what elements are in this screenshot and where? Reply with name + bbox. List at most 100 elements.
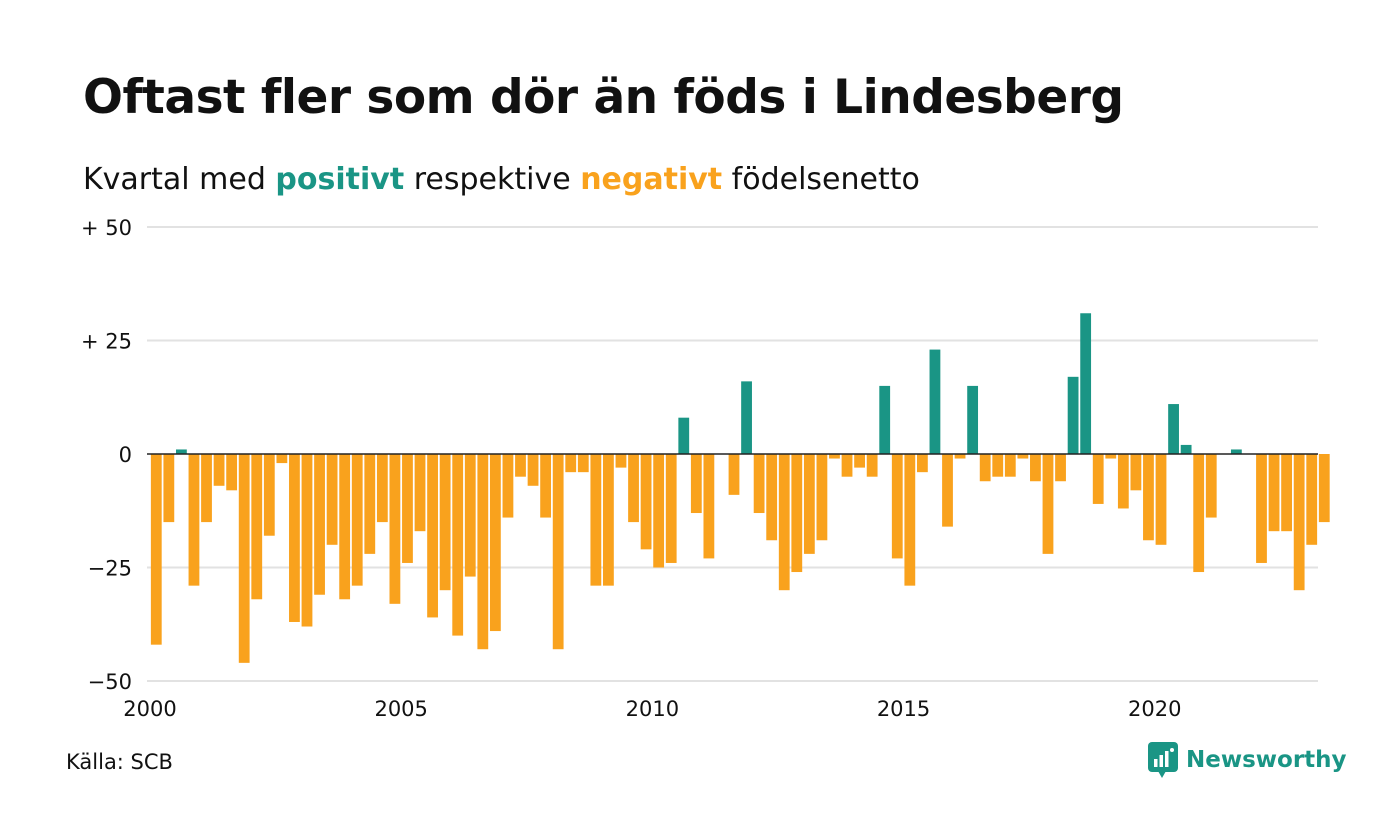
bar (301, 454, 313, 627)
bar (226, 454, 238, 491)
bar (1017, 454, 1029, 459)
bar (1205, 454, 1217, 518)
y-tick-label: −25 (88, 557, 132, 581)
bar (452, 454, 464, 636)
bar (201, 454, 212, 523)
bar (1105, 454, 1117, 459)
bar (778, 454, 790, 591)
bar (326, 454, 338, 545)
bar (1130, 454, 1142, 491)
bar (979, 454, 991, 482)
bar (879, 385, 891, 454)
x-tick-label: 2015 (877, 697, 930, 721)
chart-subtitle: Kvartal med positivt respektive negativt… (83, 162, 920, 197)
bar (741, 381, 752, 454)
subtitle-negative-label: negativt (580, 162, 723, 197)
bar (1306, 454, 1318, 545)
bar (515, 454, 526, 477)
bar (263, 454, 275, 536)
bar (703, 454, 715, 559)
subtitle-positive-label: positivt (275, 162, 405, 197)
bar (339, 454, 351, 600)
subtitle-suffix: födelsenetto (722, 162, 920, 197)
bar (527, 454, 539, 486)
brand-logo: Newsworthy (1148, 742, 1347, 778)
bar (402, 454, 413, 563)
bar (891, 454, 903, 559)
bar (1180, 444, 1192, 454)
bar (1256, 454, 1267, 563)
bar (1268, 454, 1280, 532)
bar (351, 454, 363, 586)
bar (615, 454, 627, 468)
bar (439, 454, 451, 591)
y-tick-label: −50 (88, 670, 132, 694)
brand-name: Newsworthy (1186, 747, 1347, 773)
bar (628, 454, 639, 523)
bar (1030, 454, 1041, 482)
bar (251, 454, 263, 600)
bar (464, 454, 476, 577)
bar (238, 454, 250, 663)
bar (364, 454, 376, 554)
bar (1168, 404, 1179, 454)
bar (904, 454, 916, 586)
bar (665, 454, 677, 563)
x-tick-label: 2000 (123, 697, 176, 721)
bar (1092, 454, 1104, 504)
subtitle-prefix: Kvartal med (83, 162, 276, 197)
bar (376, 454, 388, 523)
bar (427, 454, 438, 618)
y-tick-label: 0 (119, 443, 132, 467)
chart-title: Oftast fler som dör än föds i Lindesberg (83, 70, 1124, 125)
bar (489, 454, 501, 632)
bar (653, 454, 665, 568)
bar (753, 454, 765, 514)
bar (577, 454, 589, 473)
y-tick-label: + 50 (81, 216, 132, 240)
bar (213, 454, 225, 486)
bar (829, 454, 840, 459)
bar (866, 454, 878, 477)
bar (816, 454, 828, 541)
bar (188, 454, 200, 586)
bar (728, 454, 740, 495)
bar (791, 454, 803, 573)
bar (552, 454, 564, 650)
bar (590, 454, 602, 586)
bar (929, 349, 941, 454)
bar (477, 454, 489, 650)
newsworthy-logo-icon (1148, 742, 1178, 778)
bar (1143, 454, 1154, 541)
bar (276, 454, 288, 464)
bar (163, 454, 175, 523)
bar (1055, 454, 1066, 482)
bar (289, 454, 300, 622)
bar (150, 454, 162, 645)
bar (175, 449, 187, 454)
bar (1230, 449, 1242, 454)
bar (603, 454, 614, 586)
bar (1117, 454, 1129, 509)
bar (916, 454, 928, 473)
bar (942, 454, 953, 527)
bar (766, 454, 778, 541)
y-tick-label: + 25 (81, 330, 132, 354)
subtitle-middle: respektive (404, 162, 581, 197)
bar (1318, 454, 1330, 523)
bar (565, 454, 577, 473)
bar (414, 454, 426, 532)
bar (803, 454, 815, 554)
bar (1281, 454, 1293, 532)
x-tick-label: 2005 (374, 697, 427, 721)
x-tick-label: 2020 (1128, 697, 1181, 721)
bar (1080, 313, 1092, 454)
bar (954, 454, 966, 459)
bar (1067, 376, 1079, 454)
bar (1293, 454, 1305, 591)
bar (678, 417, 690, 454)
bar (992, 454, 1004, 477)
bar (640, 454, 652, 550)
bar (854, 454, 865, 468)
